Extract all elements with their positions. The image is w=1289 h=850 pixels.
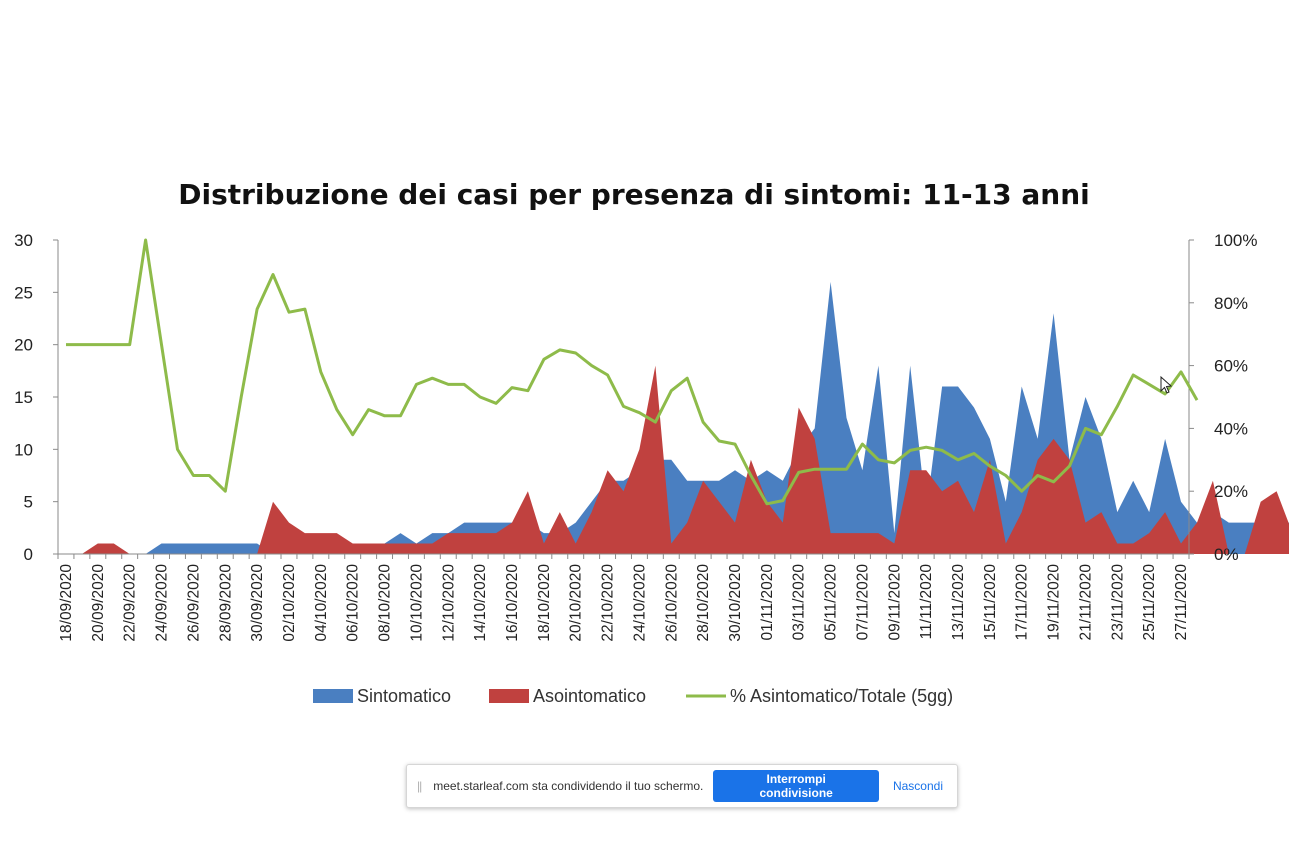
share-message: meet.starleaf.com sta condividendo il tu…	[433, 779, 704, 793]
x-tick-label: 19/11/2020	[1046, 564, 1063, 641]
screen-share-notification-bar: || meet.starleaf.com sta condividendo il…	[406, 764, 958, 808]
x-tick-label: 22/09/2020	[122, 564, 139, 642]
y2-tick-label: 40%	[1214, 419, 1248, 438]
x-tick-label: 17/11/2020	[1014, 564, 1031, 641]
x-tick-label: 13/11/2020	[950, 564, 967, 641]
y2-tick-label: 20%	[1214, 482, 1248, 501]
legend-item-sintomatico: Sintomatico	[313, 686, 451, 706]
x-tick-label: 28/09/2020	[217, 564, 234, 642]
x-tick-label: 09/11/2020	[886, 564, 903, 641]
x-tick-label: 30/09/2020	[249, 564, 266, 642]
y-tick-label: 30	[14, 231, 33, 250]
y2-tick-label: 80%	[1214, 294, 1248, 313]
stop-sharing-button[interactable]: Interrompi condivisione	[713, 770, 879, 802]
y-tick-label: 0	[24, 545, 33, 564]
chart-title: Distribuzione dei casi per presenza di s…	[178, 178, 1090, 211]
x-tick-label: 10/10/2020	[408, 564, 425, 642]
x-tick-label: 07/11/2020	[854, 564, 871, 641]
legend-label: Asointomatico	[533, 686, 646, 706]
x-tick-label: 22/10/2020	[600, 564, 617, 642]
area-asintomatico	[66, 365, 1289, 554]
x-tick-label: 04/10/2020	[313, 564, 330, 642]
x-tick-label: 24/09/2020	[154, 564, 171, 642]
x-tick-label: 01/11/2020	[759, 564, 776, 641]
x-tick-label: 20/09/2020	[90, 564, 107, 642]
legend-label: % Asintomatico/Totale (5gg)	[730, 686, 953, 706]
line-asintomatico-totale	[66, 238, 1199, 506]
y-tick-label: 5	[24, 493, 33, 512]
legend-item-percentuale: % Asintomatico/Totale (5gg)	[686, 686, 953, 706]
y2-tick-label: 60%	[1214, 357, 1248, 376]
x-tick-label: 24/10/2020	[631, 564, 648, 642]
legend-label: Sintomatico	[357, 686, 451, 706]
x-tick-label: 02/10/2020	[281, 564, 298, 642]
x-tick-label: 18/09/2020	[58, 564, 75, 642]
x-tick-label: 05/11/2020	[823, 564, 840, 641]
x-tick-label: 26/09/2020	[185, 564, 202, 642]
y2-tick-label: 0%	[1214, 545, 1239, 564]
hide-button[interactable]: Nascondi	[892, 779, 943, 793]
x-tick-label: 12/10/2020	[440, 564, 457, 642]
legend-swatch	[489, 689, 529, 703]
x-tick-label: 16/10/2020	[504, 564, 521, 642]
x-tick-label: 26/10/2020	[663, 564, 680, 642]
x-tick-label: 25/11/2020	[1141, 564, 1158, 641]
x-tick-label: 27/11/2020	[1173, 564, 1190, 641]
x-tick-label: 15/11/2020	[982, 564, 999, 641]
y-tick-label: 25	[14, 283, 33, 302]
x-tick-label: 14/10/2020	[472, 564, 489, 642]
y2-tick-label: 100%	[1214, 231, 1257, 250]
legend-swatch	[313, 689, 353, 703]
area-sintomatico	[66, 281, 1289, 554]
drag-handle-icon[interactable]: ||	[417, 779, 422, 793]
x-tick-label: 18/10/2020	[536, 564, 553, 642]
x-tick-label: 21/11/2020	[1078, 564, 1095, 641]
x-tick-label: 28/10/2020	[695, 564, 712, 642]
y-tick-label: 15	[14, 388, 33, 407]
mouse-cursor-icon	[1160, 375, 1173, 394]
y-tick-label: 10	[14, 440, 33, 459]
x-tick-label: 11/11/2020	[918, 564, 935, 640]
x-tick-label: 06/10/2020	[345, 564, 362, 642]
x-tick-label: 03/11/2020	[791, 564, 808, 641]
y-tick-label: 20	[14, 336, 33, 355]
x-tick-label: 30/10/2020	[727, 564, 744, 642]
x-tick-label: 23/11/2020	[1109, 564, 1126, 641]
x-tick-label: 20/10/2020	[568, 564, 585, 642]
x-tick-label: 08/10/2020	[377, 564, 394, 642]
legend-item-asintomatico: Asointomatico	[489, 686, 646, 706]
